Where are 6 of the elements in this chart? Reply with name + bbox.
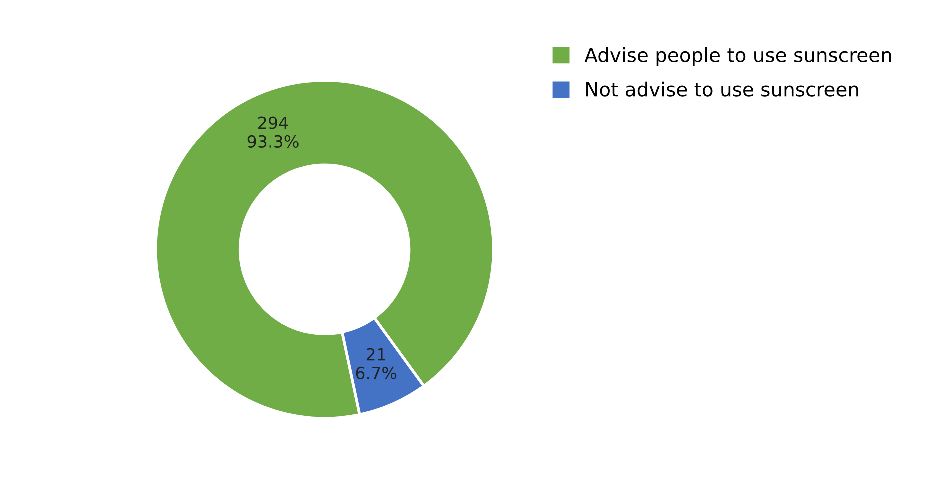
data-label: 21 6.7% bbox=[356, 348, 397, 380]
donut-slice bbox=[340, 316, 426, 416]
legend-label: Not advise to use sunscreen bbox=[586, 82, 858, 97]
legend-label: Advise people to use sunscreen bbox=[584, 47, 892, 66]
donut-slice bbox=[154, 79, 496, 420]
data-label: 294 93.3% bbox=[248, 116, 299, 148]
